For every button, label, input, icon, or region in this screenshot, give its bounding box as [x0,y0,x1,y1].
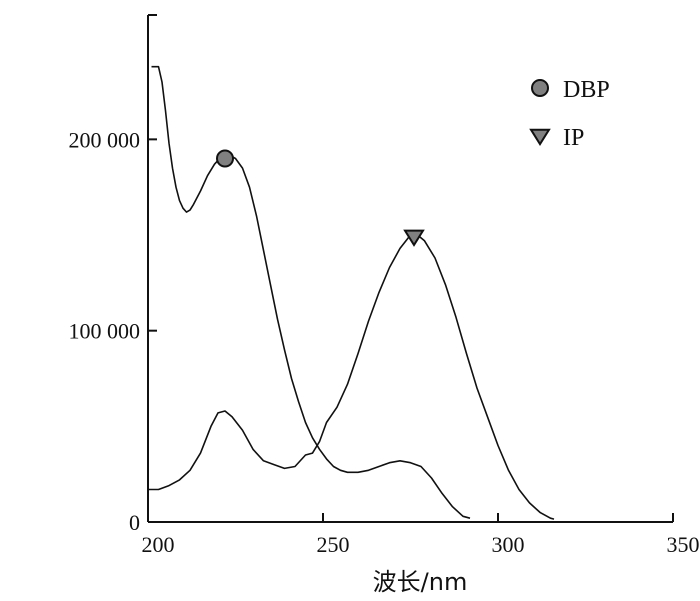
legend-label-ip: IP [563,125,584,151]
legend-label-dbp: DBP [563,77,610,103]
x-tick-label-350: 350 [667,532,700,557]
series-line-dbp [151,65,471,519]
x-tick-label-250: 250 [317,532,350,557]
legend-marker-ip [529,128,551,146]
series-marker-ip [403,229,425,247]
series-marker-dbp [216,149,234,168]
x-tick-label-300: 300 [492,532,525,557]
series-line-ip [148,234,555,520]
legend: DBP IP [529,77,610,151]
y-tick-label-200000: 200 000 [69,127,141,152]
y-tick-label-100000: 100 000 [69,319,141,344]
series-layer [148,65,555,520]
x-axis-title: 波长/nm [373,568,468,596]
x-tick-label-200: 200 [142,532,175,557]
y-tick-label-0: 0 [129,510,140,535]
legend-marker-dbp [531,79,549,97]
axes: 200 250 300 350 0 100 000 200 000 [69,14,700,557]
